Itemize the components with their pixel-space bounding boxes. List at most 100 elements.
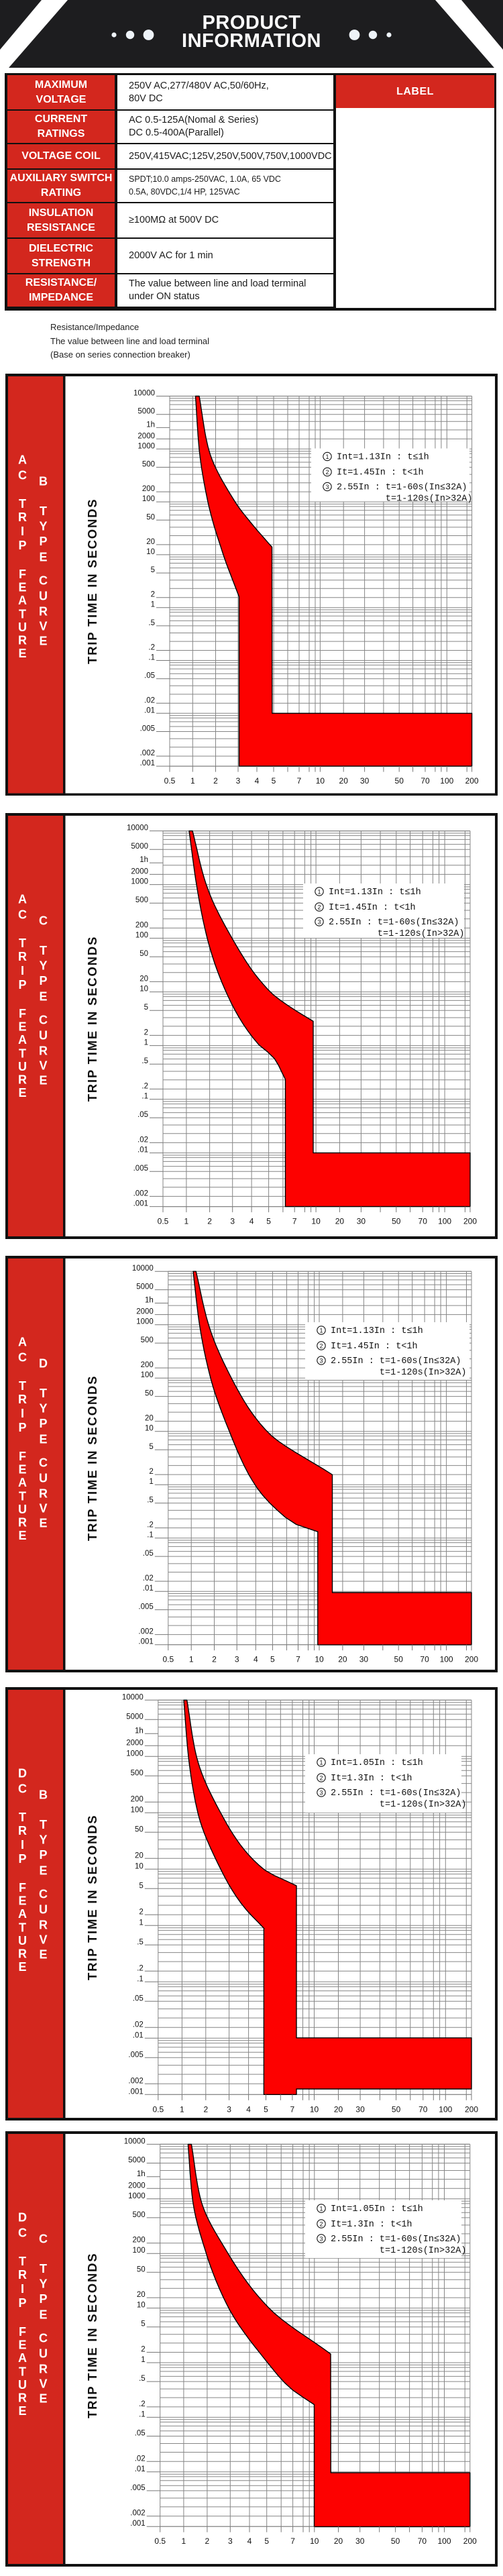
svg-text:E: E (18, 647, 26, 660)
svg-text:1h: 1h (137, 2170, 146, 2178)
svg-text:.005: .005 (130, 2484, 145, 2492)
svg-text:5: 5 (149, 1443, 153, 1451)
svg-text:T: T (40, 2262, 47, 2275)
svg-text:T: T (19, 1921, 26, 1935)
svg-text:50: 50 (139, 950, 148, 958)
svg-text:2: 2 (144, 1028, 148, 1036)
svg-text:2: 2 (207, 1217, 212, 1226)
svg-text:A: A (18, 594, 27, 607)
svg-text:100: 100 (131, 1806, 144, 1814)
svg-text:E: E (39, 990, 47, 1004)
svg-text:.02: .02 (133, 2021, 144, 2029)
svg-text:200: 200 (133, 2237, 146, 2245)
svg-text:100: 100 (133, 2247, 146, 2255)
svg-text:.001: .001 (140, 759, 155, 767)
svg-text:1h: 1h (146, 421, 155, 429)
svg-text:E: E (18, 1894, 26, 1908)
svg-text:.5: .5 (147, 1497, 154, 1505)
svg-text:U: U (39, 2347, 48, 2361)
svg-text:TRIP TIME IN SECONDS: TRIP TIME IN SECONDS (85, 936, 99, 1102)
svg-text:500: 500 (142, 460, 155, 468)
svg-text:.02: .02 (144, 696, 155, 704)
svg-text:.05: .05 (144, 672, 155, 680)
svg-text:R: R (39, 1044, 48, 1058)
svg-text:2: 2 (203, 2104, 208, 2114)
svg-text:10: 10 (316, 776, 325, 786)
svg-text:5: 5 (141, 2320, 145, 2328)
svg-text:10: 10 (315, 1655, 324, 1664)
svg-text:t=1-120s(In>32A): t=1-120s(In>32A) (378, 929, 465, 939)
svg-text:5000: 5000 (128, 2157, 146, 2165)
svg-text:T: T (40, 504, 47, 518)
svg-text:.001: .001 (128, 2088, 143, 2096)
svg-text:70: 70 (418, 1217, 428, 1226)
svg-text:B: B (39, 1788, 48, 1802)
svg-text:E: E (39, 2308, 47, 2322)
svg-text:100: 100 (135, 932, 148, 940)
svg-text:2: 2 (325, 469, 329, 476)
svg-text:10000: 10000 (133, 389, 155, 397)
svg-text:R: R (39, 1487, 48, 1501)
svg-text:3: 3 (236, 776, 241, 786)
svg-text:30: 30 (357, 1217, 366, 1226)
svg-text:V: V (39, 619, 47, 633)
svg-text:t=1-120s(In>32A): t=1-120s(In>32A) (380, 1368, 467, 1378)
svg-text:.01: .01 (137, 1146, 148, 1155)
svg-text:20: 20 (135, 1851, 144, 1860)
svg-text:E: E (39, 634, 47, 647)
svg-text:500: 500 (133, 2211, 146, 2219)
svg-text:It=1.3In : t<1h: It=1.3In : t<1h (331, 2220, 412, 2230)
svg-text:F: F (19, 1450, 26, 1463)
svg-text:2: 2 (151, 590, 155, 598)
svg-text:V: V (39, 2377, 47, 2391)
svg-text:P: P (18, 1852, 26, 1866)
svg-text:2000: 2000 (137, 432, 155, 440)
svg-text:.05: .05 (135, 2430, 146, 2438)
svg-text:F: F (19, 1881, 26, 1894)
svg-text:A: A (18, 1336, 27, 1349)
svg-text:5: 5 (139, 1882, 143, 1890)
svg-text:50: 50 (395, 776, 404, 786)
svg-text:.2: .2 (147, 1521, 154, 1529)
svg-text:I: I (21, 2282, 24, 2296)
svg-text:Int=1.13In : t≤1h: Int=1.13In : t≤1h (337, 452, 429, 462)
svg-text:R: R (18, 1393, 27, 1406)
svg-text:T: T (19, 1379, 26, 1393)
svg-text:100: 100 (141, 1371, 154, 1379)
svg-text:100: 100 (438, 1217, 451, 1226)
svg-text:Int=1.05In : t≤1h: Int=1.05In : t≤1h (331, 1758, 423, 1768)
svg-text:I: I (21, 964, 24, 977)
svg-text:A: A (18, 1907, 27, 1921)
svg-text:I: I (21, 525, 24, 538)
svg-text:V: V (39, 1059, 47, 1073)
svg-text:E: E (18, 1086, 26, 1099)
svg-text:C: C (39, 2233, 48, 2246)
svg-text:.01: .01 (143, 1585, 154, 1593)
svg-text:2000: 2000 (131, 867, 148, 875)
svg-text:E: E (39, 1948, 47, 1962)
svg-text:10: 10 (137, 2302, 146, 2310)
svg-text:10000: 10000 (127, 824, 148, 833)
svg-text:30: 30 (360, 776, 370, 786)
svg-text:.001: .001 (133, 1200, 148, 1208)
svg-text:A: A (18, 1033, 27, 1046)
svg-text:10: 10 (310, 2536, 319, 2546)
svg-text:.2: .2 (137, 1964, 144, 1972)
svg-text:INFORMATION: INFORMATION (182, 30, 321, 52)
svg-text:.002: .002 (133, 1189, 148, 1197)
svg-text:T: T (40, 1818, 47, 1831)
svg-text:20: 20 (335, 1217, 345, 1226)
svg-text:R: R (18, 1073, 27, 1087)
svg-text:1: 1 (139, 1919, 143, 1927)
svg-text:U: U (39, 1472, 48, 1485)
svg-text:E: E (18, 1960, 26, 1974)
svg-text:500: 500 (141, 1336, 154, 1344)
svg-text:1000: 1000 (126, 1750, 144, 1758)
svg-text:50: 50 (392, 1217, 401, 1226)
svg-text:V: V (39, 1933, 47, 1947)
svg-text:.001: .001 (138, 1638, 153, 1646)
svg-text:D: D (39, 1357, 48, 1371)
svg-text:100: 100 (440, 1655, 453, 1664)
svg-text:4: 4 (249, 1217, 254, 1226)
svg-text:It=1.3In : t<1h: It=1.3In : t<1h (331, 1774, 412, 1784)
